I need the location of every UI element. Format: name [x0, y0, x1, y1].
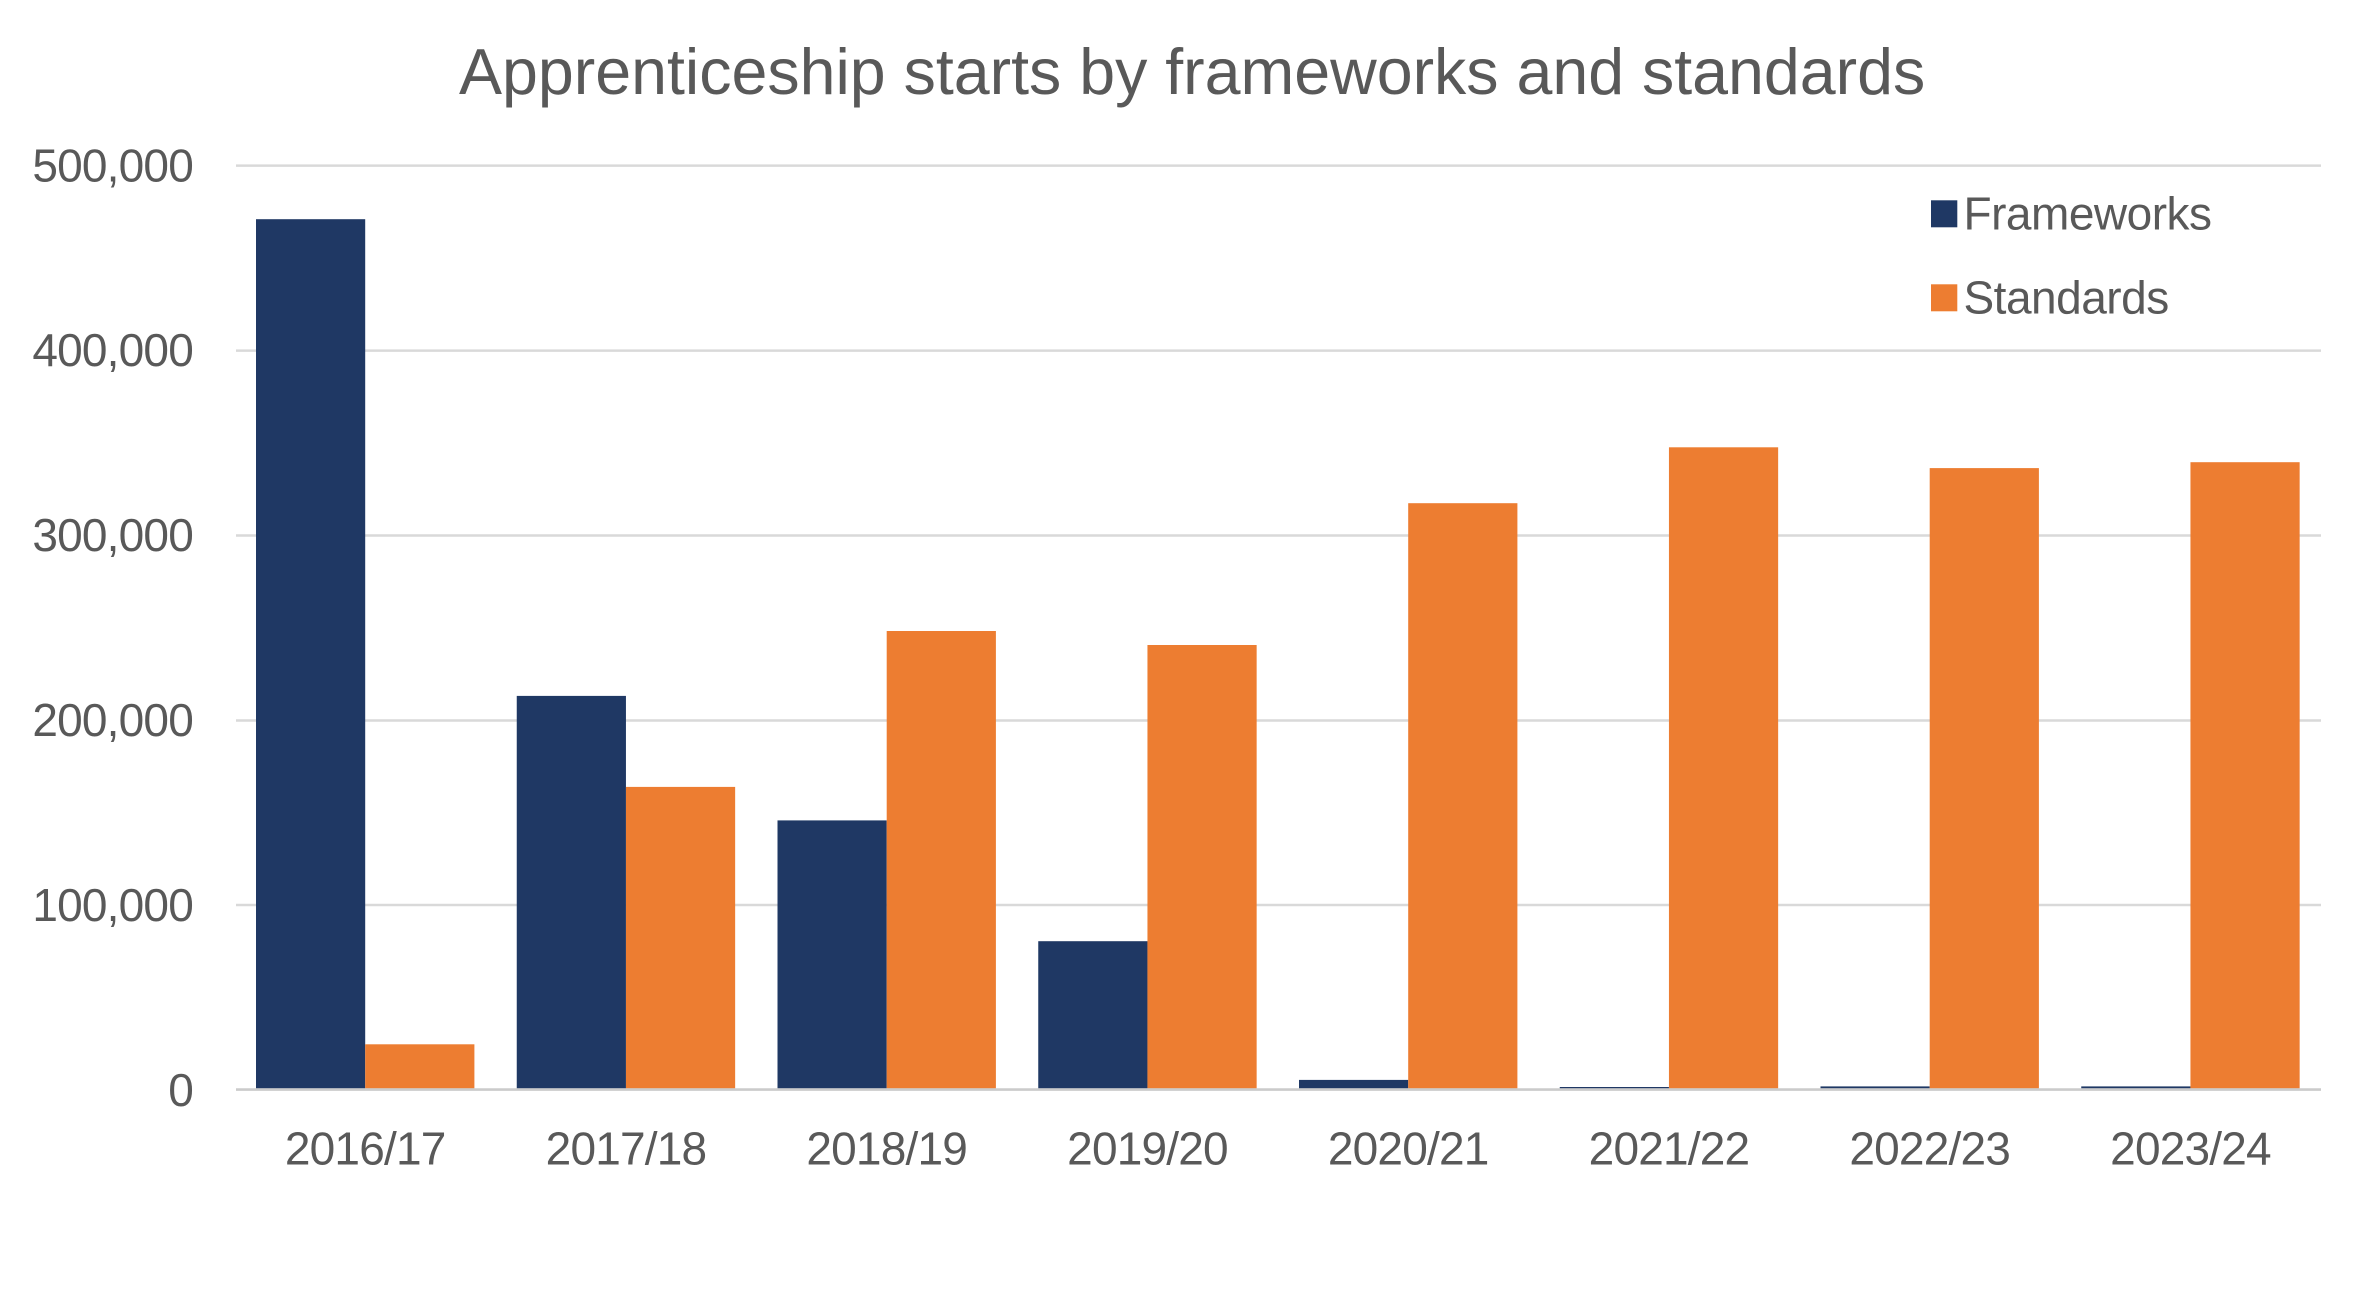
svg-text:Apprenticeship starts by frame: Apprenticeship starts by frameworks and … — [459, 36, 1925, 108]
svg-text:2022/23: 2022/23 — [1849, 1123, 2010, 1175]
svg-text:500,000: 500,000 — [32, 139, 193, 191]
svg-text:300,000: 300,000 — [32, 509, 193, 561]
svg-text:2021/22: 2021/22 — [1589, 1123, 1750, 1175]
svg-text:Standards: Standards — [1964, 272, 2169, 324]
svg-text:200,000: 200,000 — [32, 694, 193, 746]
svg-text:2016/17: 2016/17 — [285, 1123, 446, 1175]
svg-text:2023/24: 2023/24 — [2110, 1123, 2271, 1175]
svg-text:0: 0 — [168, 1064, 193, 1116]
svg-text:100,000: 100,000 — [32, 879, 193, 931]
svg-text:2017/18: 2017/18 — [546, 1123, 707, 1175]
svg-text:2019/20: 2019/20 — [1067, 1123, 1228, 1175]
svg-text:400,000: 400,000 — [32, 324, 193, 376]
svg-text:2020/21: 2020/21 — [1328, 1123, 1489, 1175]
svg-text:2018/19: 2018/19 — [806, 1123, 967, 1175]
svg-text:Frameworks: Frameworks — [1964, 188, 2212, 240]
